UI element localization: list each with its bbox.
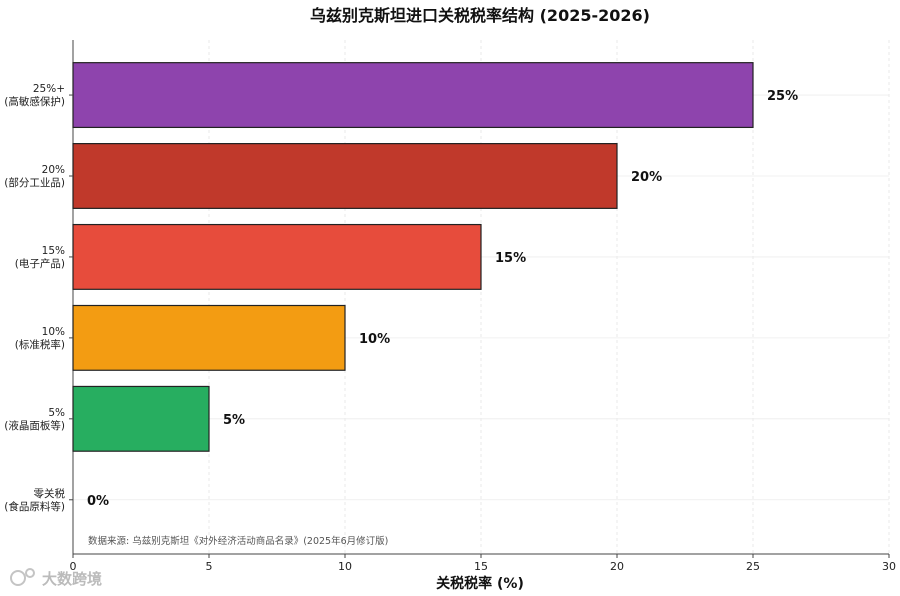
bar <box>72 223 482 290</box>
chart-title: 乌兹别克斯坦进口关税税率结构 (2025-2026) <box>310 6 650 25</box>
x-axis-label: 关税税率 (%) <box>436 575 524 592</box>
category-sublabel: (高敏感保护) <box>4 95 65 108</box>
category-sublabel: (食品原料等) <box>4 500 65 513</box>
data-label: 15% <box>495 251 526 266</box>
category-sublabel: (液晶面板等) <box>4 419 65 432</box>
x-tick-label: 25 <box>746 560 760 573</box>
x-tick-label: 20 <box>610 560 624 573</box>
watermark-text: 大数跨境 <box>42 570 102 588</box>
data-label: 0% <box>87 494 109 509</box>
category-label: 5% <box>48 407 65 419</box>
category-sublabel: (电子产品) <box>15 257 65 270</box>
watermark: 大数跨境 <box>10 568 102 588</box>
data-label: 20% <box>631 170 662 185</box>
category-label: 20% <box>42 164 65 176</box>
category-label: 15% <box>42 245 65 257</box>
category-label: 25%+ <box>33 83 65 95</box>
data-label: 5% <box>223 413 245 428</box>
x-tick-label: 30 <box>882 560 896 573</box>
category-sublabel: (部分工业品) <box>4 176 65 189</box>
x-tick-label: 15 <box>474 560 488 573</box>
x-tick-label: 10 <box>338 560 352 573</box>
x-tick-label: 5 <box>206 560 213 573</box>
category-label: 零关税 <box>34 487 66 500</box>
bar <box>72 385 210 452</box>
x-tick-label: 0 <box>70 560 77 573</box>
category-sublabel: (标准税率) <box>15 338 65 351</box>
source-note: 数据来源: 乌兹别克斯坦《对外经济活动商品名录》(2025年6月修订版) <box>88 535 388 547</box>
bar <box>72 143 618 209</box>
data-label: 10% <box>359 332 390 347</box>
data-label: 25% <box>767 89 798 104</box>
bar <box>72 304 346 371</box>
watermark-logo-icon <box>10 568 35 586</box>
category-label: 10% <box>42 326 65 338</box>
bar <box>72 62 754 129</box>
